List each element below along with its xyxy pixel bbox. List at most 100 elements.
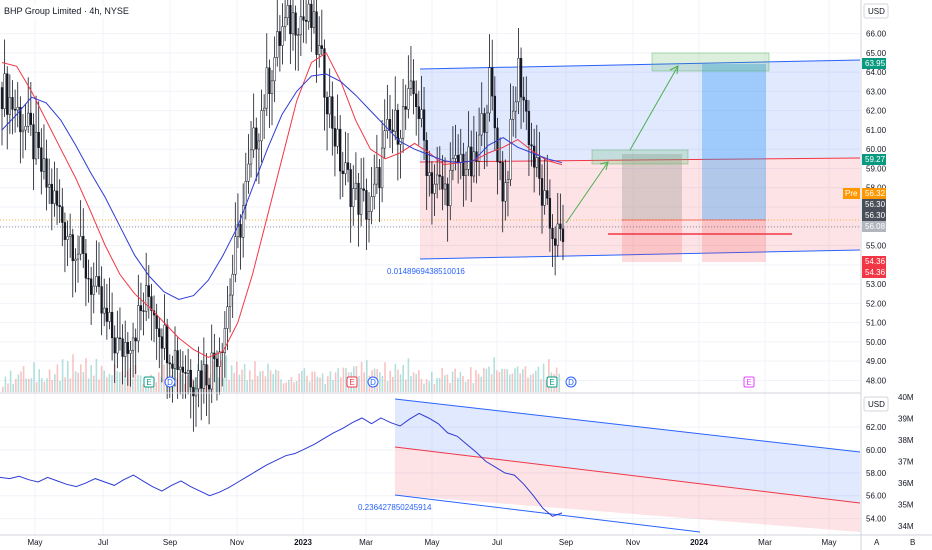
- volume-tick: 34M: [898, 522, 914, 531]
- candle-body: [13, 109, 17, 111]
- candle-body: [540, 178, 544, 206]
- candle-body: [197, 370, 200, 390]
- candle-body: [483, 113, 486, 133]
- volume-bar: [332, 380, 334, 392]
- currency-box-main[interactable]: [863, 3, 889, 19]
- ratio-tick: 54.00: [866, 515, 887, 524]
- price-value-1: 56.30: [865, 200, 886, 209]
- event-marker[interactable]: E: [743, 376, 755, 388]
- volume-bar: [163, 364, 165, 392]
- volume-bar: [441, 367, 443, 392]
- candle-body: [331, 96, 334, 129]
- volume-bar: [490, 374, 493, 392]
- currency-box-sub[interactable]: [863, 396, 889, 412]
- volume-bar: [316, 376, 319, 392]
- candle-body: [362, 188, 365, 191]
- candle-body: [433, 183, 436, 194]
- candle-body: [367, 211, 371, 220]
- volume-bar: [111, 375, 113, 392]
- time-tick: Mar: [758, 538, 772, 547]
- volume-bar: [514, 368, 516, 392]
- volume-bar: [519, 373, 521, 392]
- candle-body: [341, 170, 344, 174]
- candle-body: [286, 5, 289, 19]
- volume-bar: [64, 377, 66, 392]
- candle-body: [242, 205, 245, 238]
- event-marker[interactable]: E: [546, 376, 558, 388]
- event-marker[interactable]: D: [367, 376, 379, 388]
- volume-bar: [342, 367, 345, 392]
- position2-target: [651, 52, 770, 72]
- sub-channel-value-label: 0.236427850245914: [358, 503, 432, 512]
- candle-body: [278, 31, 282, 46]
- volume-bar: [477, 373, 480, 392]
- candle-body: [556, 223, 559, 246]
- candle-body: [409, 80, 413, 89]
- volume-bar: [329, 371, 332, 392]
- time-tick: Mar: [359, 538, 373, 547]
- event-marker[interactable]: E: [346, 376, 358, 388]
- event-marker[interactable]: D: [565, 376, 577, 388]
- chart-title: BHP Group Limited · 4h, NYSE: [4, 6, 129, 16]
- volume-bar: [363, 372, 365, 392]
- candle-body: [160, 336, 164, 349]
- candle-body: [260, 110, 263, 142]
- volume-bar: [225, 355, 228, 392]
- volume-tick: 38M: [898, 436, 914, 445]
- candle-body: [116, 337, 119, 354]
- candle-body: [548, 198, 552, 229]
- candle-body: [205, 364, 208, 386]
- volume-bar: [402, 364, 404, 392]
- candle-body: [294, 12, 297, 36]
- volume-tick: 40M: [898, 393, 914, 402]
- volume-bar: [306, 375, 308, 392]
- candle-body: [496, 127, 499, 163]
- candle-body: [446, 183, 449, 206]
- volume-bar: [360, 361, 363, 392]
- volume-bar: [2, 386, 4, 392]
- volume-bar: [311, 371, 313, 392]
- volume-bar: [137, 375, 139, 392]
- volume-bar: [67, 361, 69, 392]
- candle-body: [373, 183, 376, 197]
- candle-body: [176, 350, 179, 370]
- candle-body: [179, 366, 182, 370]
- event-label: E: [549, 378, 554, 387]
- candle-body: [32, 124, 35, 160]
- candle-body: [55, 190, 59, 206]
- volume-bar: [467, 379, 469, 392]
- volume-bar: [186, 375, 189, 392]
- button-a[interactable]: A: [874, 538, 880, 547]
- candle-body: [509, 119, 512, 180]
- candle-body: [262, 107, 266, 111]
- volume-bar: [327, 376, 329, 392]
- volume-tick: 36M: [898, 479, 914, 488]
- volume-bar: [433, 384, 436, 392]
- time-axis: May Jul Sep Nov 2023 Mar May Jul Sep Nov 2024 Mar Ma…: [27, 538, 836, 547]
- volume-bar: [212, 361, 215, 392]
- event-marker[interactable]: E: [143, 376, 155, 388]
- candle-body: [200, 370, 203, 389]
- price-tick: 63.00: [866, 87, 887, 96]
- event-marker[interactable]: D: [164, 376, 176, 388]
- volume-bar: [80, 364, 82, 392]
- candle-body: [6, 73, 9, 115]
- candle-body: [74, 258, 77, 262]
- candle-body: [519, 57, 523, 98]
- sub-channel-upper-fill: [395, 399, 860, 503]
- candle-body: [145, 285, 148, 312]
- candle-body: [155, 314, 158, 329]
- volume-bar: [7, 383, 9, 392]
- candle-body: [336, 128, 339, 147]
- volume-bar: [194, 377, 196, 392]
- candle-body: [501, 162, 504, 202]
- volume-bar: [142, 384, 144, 392]
- candle-body: [239, 224, 242, 238]
- volume-bar: [238, 374, 241, 392]
- volume-bar: [381, 376, 384, 392]
- candle-body: [234, 236, 237, 275]
- volume-bar: [532, 373, 534, 392]
- volume-bar: [178, 372, 181, 392]
- currency-label-sub: USD: [868, 400, 885, 409]
- button-b[interactable]: B: [910, 538, 915, 547]
